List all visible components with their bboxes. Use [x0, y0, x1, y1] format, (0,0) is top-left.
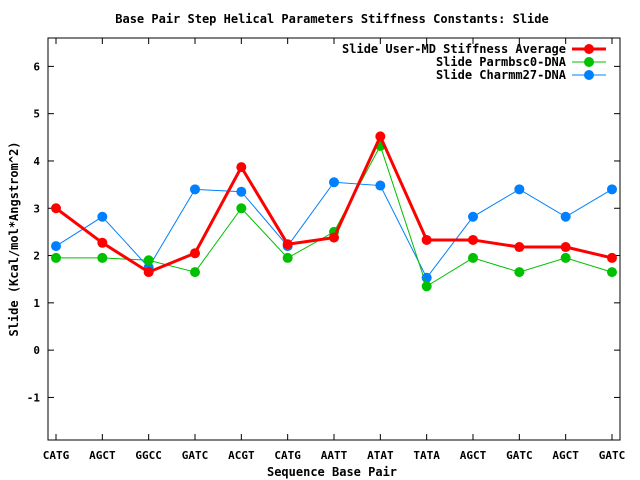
- data-point: [560, 252, 571, 263]
- data-point: [375, 131, 386, 142]
- data-point: [329, 177, 339, 188]
- legend-marker: [584, 44, 594, 54]
- y-tick-label: 4: [33, 155, 40, 168]
- data-point: [607, 252, 617, 263]
- data-point: [375, 180, 386, 191]
- series-layer: [51, 131, 617, 292]
- x-tick-label: GGCC: [135, 449, 162, 462]
- x-tick-label: CATG: [43, 449, 70, 462]
- data-point: [607, 267, 617, 278]
- x-tick-label: ACGT: [228, 449, 255, 462]
- x-tick-label: GATC: [182, 449, 209, 462]
- x-ticks: CATG AGCT GGCC GATC ACGT CATG AATT ATAT TATA AGCT…: [43, 38, 626, 462]
- data-point: [560, 242, 571, 253]
- legend-label: Slide User-MD Stiffness Average: [342, 42, 566, 56]
- x-tick-label: AGCT: [89, 449, 116, 462]
- legend-label: Slide Parmbsc0-DNA: [436, 55, 567, 69]
- data-point: [514, 184, 525, 195]
- data-point: [236, 186, 247, 197]
- data-point: [51, 252, 61, 263]
- data-point: [329, 232, 339, 243]
- series-1: [51, 131, 617, 278]
- data-point: [143, 267, 154, 278]
- data-point: [97, 211, 108, 222]
- data-point: [236, 203, 247, 214]
- series-2: [51, 140, 617, 292]
- data-point: [51, 241, 61, 252]
- y-ticks: -1 0 1 2 3 4 5 6: [27, 60, 620, 404]
- data-point: [468, 234, 478, 245]
- x-tick-label: CATG: [274, 449, 301, 462]
- data-point: [468, 211, 478, 222]
- series-line: [55, 132, 613, 274]
- x-tick-label: ATAT: [367, 449, 394, 462]
- y-tick-label: -1: [27, 391, 41, 404]
- data-point: [143, 255, 154, 266]
- y-axis-label: Slide (Kcal/mol*Angstrom^2): [7, 141, 21, 336]
- data-point: [560, 211, 571, 222]
- data-point: [190, 184, 200, 195]
- data-point: [236, 162, 247, 173]
- data-point: [51, 203, 61, 214]
- data-point: [282, 252, 293, 263]
- x-tick-label: AGCT: [552, 449, 579, 462]
- x-tick-label: AATT: [321, 449, 348, 462]
- chart-title: Base Pair Step Helical Parameters Stiffn…: [115, 12, 548, 26]
- data-point: [97, 252, 108, 263]
- y-tick-label: 3: [33, 202, 40, 215]
- data-point: [514, 267, 525, 278]
- data-point: [97, 237, 108, 248]
- legend-marker: [584, 70, 594, 80]
- data-point: [190, 267, 200, 278]
- data-point: [421, 281, 432, 292]
- y-tick-label: 1: [33, 297, 40, 310]
- x-axis-label: Sequence Base Pair: [267, 465, 397, 479]
- x-tick-label: GATC: [506, 449, 533, 462]
- y-tick-label: 5: [33, 108, 40, 121]
- y-tick-label: 6: [33, 60, 40, 73]
- data-point: [421, 234, 432, 245]
- data-point: [282, 239, 293, 250]
- legend-marker: [584, 57, 594, 67]
- legend-label: Slide Charmm27-DNA: [436, 68, 567, 82]
- y-tick-label: 0: [33, 344, 40, 357]
- data-point: [190, 248, 200, 259]
- x-tick-label: TATA: [413, 449, 440, 462]
- data-point: [607, 184, 617, 195]
- data-point: [468, 252, 478, 263]
- x-tick-label: AGCT: [460, 449, 487, 462]
- x-tick-label: GATC: [599, 449, 626, 462]
- y-tick-label: 2: [33, 250, 40, 263]
- data-point: [514, 242, 525, 253]
